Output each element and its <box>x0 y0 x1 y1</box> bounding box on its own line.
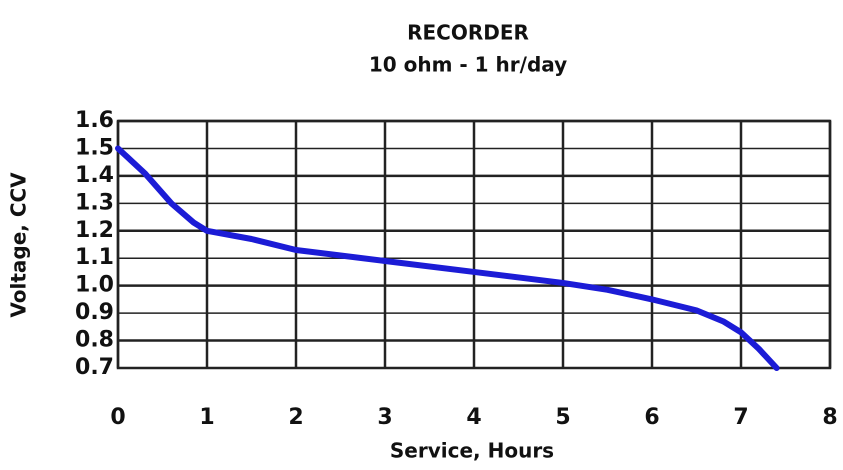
x-tick-label: 7 <box>733 405 748 430</box>
x-tick-label: 2 <box>288 405 303 430</box>
y-tick-label: 0.8 <box>75 328 114 353</box>
x-tick-label: 5 <box>555 405 570 430</box>
y-tick-label: 1.1 <box>75 245 114 270</box>
x-tick-label: 6 <box>644 405 659 430</box>
y-tick-label: 1.5 <box>75 135 114 160</box>
y-tick-label: 1.6 <box>75 108 114 133</box>
data-line <box>115 145 780 371</box>
y-tick-label: 0.9 <box>75 300 114 325</box>
x-tick-label: 8 <box>822 405 837 430</box>
y-tick-label: 0.7 <box>75 355 114 380</box>
y-tick-label: 1.3 <box>75 190 114 215</box>
chart-subtitle: 10 ohm - 1 hr/day <box>369 53 567 77</box>
x-axis-label: Service, Hours <box>390 439 554 463</box>
chart-title: RECORDER <box>407 21 529 45</box>
x-tick-label: 1 <box>199 405 214 430</box>
y-tick-label: 1.0 <box>75 273 114 298</box>
x-tick-label: 0 <box>110 405 125 430</box>
plot-frame <box>116 119 832 370</box>
x-tick-label: 3 <box>377 405 392 430</box>
y-tick-label: 1.4 <box>75 163 114 188</box>
x-tick-label: 4 <box>466 405 481 430</box>
y-axis-label: Voltage, CCV <box>7 172 31 318</box>
y-tick-label: 1.2 <box>75 218 114 243</box>
